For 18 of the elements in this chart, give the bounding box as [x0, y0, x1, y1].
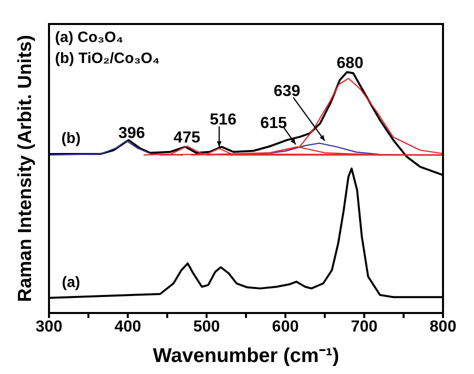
series-label: (a) — [62, 274, 80, 291]
annotation: 516 — [210, 111, 237, 128]
text: 680 — [336, 54, 364, 72]
x-tick-label: 800 — [430, 318, 456, 336]
series-label: (b) — [61, 130, 81, 148]
annotation: 396 — [118, 124, 146, 142]
y-axis-title: Raman Intensity (Arbit. Units) — [15, 34, 36, 302]
annotation: 615 — [260, 114, 288, 132]
x-tick-label: 600 — [272, 318, 299, 336]
x-tick-label: 500 — [193, 318, 220, 336]
text: (a) Co₃O₄ — [55, 29, 124, 46]
annotation: 639 — [274, 83, 300, 100]
x-tick-label: 400 — [114, 318, 142, 336]
x-axis-title: Wavenumber (cm⁻¹) — [152, 345, 340, 367]
text: (b) TiO₂/Co₃O₄ — [55, 50, 160, 67]
x-tick-label: 700 — [350, 318, 378, 336]
annotation: 475 — [174, 130, 200, 147]
x-tick-label: 300 — [36, 318, 62, 336]
